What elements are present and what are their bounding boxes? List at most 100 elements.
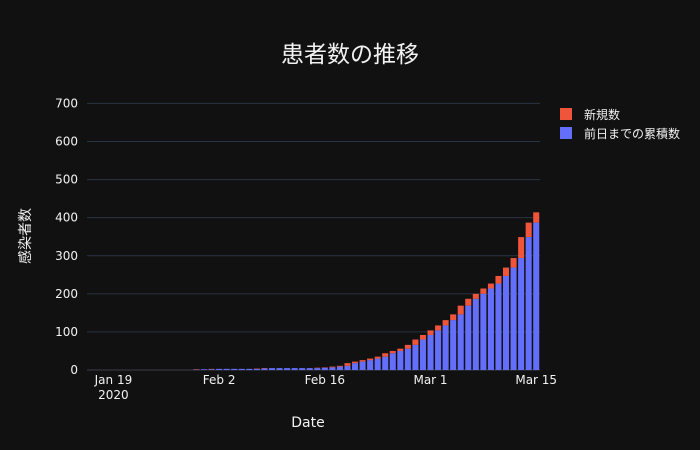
bar-new[interactable] [359, 360, 366, 362]
bar-cumulative[interactable] [374, 358, 381, 370]
bar-cumulative[interactable] [306, 368, 313, 370]
x-tick-label: Feb 16 [305, 373, 345, 387]
bar-new[interactable] [382, 353, 389, 357]
bar-cumulative[interactable] [261, 368, 268, 370]
bar-cumulative[interactable] [367, 360, 374, 370]
bar-cumulative[interactable] [329, 367, 336, 370]
bar-cumulative[interactable] [525, 237, 532, 370]
bar-new[interactable] [329, 366, 336, 368]
bar-new[interactable] [487, 283, 494, 289]
bar-cumulative[interactable] [231, 368, 238, 370]
bar-cumulative[interactable] [359, 361, 366, 370]
bar-cumulative[interactable] [246, 368, 253, 370]
x-tick-sublabel: 2020 [98, 388, 129, 402]
x-tick-label: Jan 19 [94, 373, 133, 387]
bar-cumulative[interactable] [495, 283, 502, 370]
x-tick-label: Mar 1 [413, 373, 447, 387]
x-tick-label: Feb 2 [203, 373, 236, 387]
bar-new[interactable] [480, 288, 487, 294]
bar-cumulative[interactable] [435, 330, 442, 370]
bar-cumulative[interactable] [389, 353, 396, 370]
bar-new[interactable] [503, 267, 510, 276]
y-tick-label: 100 [55, 325, 78, 339]
bar-cumulative[interactable] [472, 298, 479, 370]
bar-cumulative[interactable] [465, 305, 472, 370]
bar-cumulative[interactable] [480, 293, 487, 370]
bar-cumulative[interactable] [450, 320, 457, 370]
legend[interactable]: 新規数 前日までの累積数 [560, 107, 680, 141]
y-axis-label: 感染者数 [17, 208, 34, 264]
bar-new[interactable] [510, 258, 517, 268]
legend-label-cumulative[interactable]: 前日までの累積数 [584, 126, 680, 141]
bar-new[interactable] [518, 237, 525, 259]
bar-new[interactable] [450, 314, 457, 321]
bar-new[interactable] [367, 358, 374, 361]
y-tick-label: 0 [70, 363, 78, 377]
bar-new[interactable] [352, 361, 359, 364]
x-axis-label: Date [291, 415, 324, 431]
bar-new[interactable] [336, 365, 343, 367]
bar-cumulative[interactable] [487, 288, 494, 371]
bar-cumulative[interactable] [352, 363, 359, 370]
bar-cumulative[interactable] [216, 368, 223, 370]
y-tick-label: 300 [55, 249, 78, 263]
bar-cumulative[interactable] [427, 334, 434, 370]
bar-cumulative[interactable] [397, 350, 404, 370]
bar-new[interactable] [435, 325, 442, 331]
legend-label-new[interactable]: 新規数 [584, 107, 620, 122]
bar-cumulative[interactable] [344, 365, 351, 370]
grid-lines [87, 102, 540, 371]
bar-cumulative[interactable] [419, 339, 426, 370]
bar-cumulative[interactable] [321, 367, 328, 370]
x-tick-label: Mar 15 [515, 373, 557, 387]
bar-cumulative[interactable] [457, 314, 464, 370]
chart-title: 患者数の推移 [281, 42, 419, 68]
bar-cumulative[interactable] [208, 369, 215, 370]
bar-cumulative[interactable] [314, 368, 321, 370]
bar-cumulative[interactable] [238, 368, 245, 370]
bar-cumulative[interactable] [533, 222, 540, 370]
y-tick-label: 500 [55, 173, 78, 187]
bar-new[interactable] [397, 348, 404, 351]
bar-cumulative[interactable] [442, 325, 449, 370]
bar-cumulative[interactable] [299, 368, 306, 370]
y-tick-label: 600 [55, 135, 78, 149]
bar-new[interactable] [465, 298, 472, 306]
bar-cumulative[interactable] [336, 366, 343, 370]
bar-new[interactable] [442, 320, 449, 326]
bar-new[interactable] [389, 350, 396, 354]
bar-cumulative[interactable] [284, 368, 291, 370]
y-tick-label: 700 [55, 96, 78, 110]
bar-cumulative[interactable] [268, 368, 275, 370]
bars [193, 212, 540, 371]
bar-cumulative[interactable] [510, 267, 517, 370]
bar-new[interactable] [472, 293, 479, 299]
bar-new[interactable] [344, 363, 351, 366]
bar-new[interactable] [495, 275, 502, 284]
bar-cumulative[interactable] [382, 356, 389, 370]
bar-cumulative[interactable] [223, 368, 230, 370]
bar-new[interactable] [533, 212, 540, 223]
bar-cumulative[interactable] [404, 348, 411, 370]
y-tick-label: 200 [55, 287, 78, 301]
bar-new[interactable] [419, 334, 426, 340]
bar-new[interactable] [404, 344, 411, 349]
bar-cumulative[interactable] [412, 344, 419, 370]
bar-new[interactable] [412, 339, 419, 345]
bar-cumulative[interactable] [291, 368, 298, 370]
bar-new[interactable] [525, 222, 532, 238]
legend-swatch-new[interactable] [560, 108, 572, 120]
bar-cumulative[interactable] [276, 368, 283, 370]
bar-new[interactable] [457, 305, 464, 315]
bar-cumulative[interactable] [201, 369, 208, 370]
y-tick-label: 400 [55, 211, 78, 225]
legend-swatch-cumulative[interactable] [560, 127, 572, 139]
bar-cumulative[interactable] [503, 275, 510, 370]
bar-new[interactable] [374, 356, 381, 359]
bar-cumulative[interactable] [518, 258, 525, 370]
bar-new[interactable] [427, 330, 434, 335]
bar-cumulative[interactable] [253, 368, 260, 370]
